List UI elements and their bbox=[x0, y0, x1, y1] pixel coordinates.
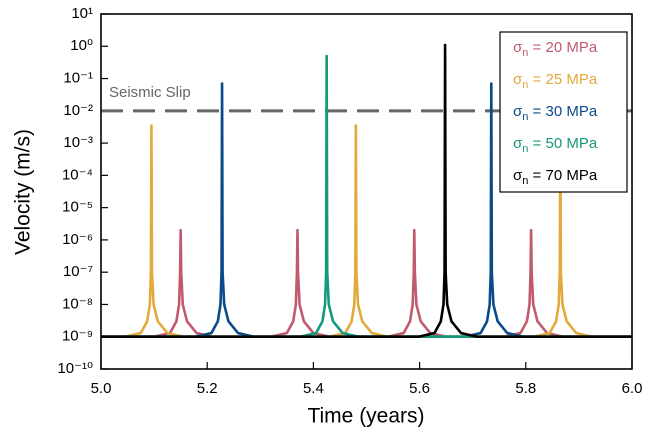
legend-entry: σn = 30 MPa bbox=[513, 103, 598, 123]
y-axis-title: Velocity (m/s) bbox=[12, 129, 35, 255]
x-axis-title: Time (years) bbox=[307, 405, 424, 428]
y-tick-label: 10⁰ bbox=[70, 37, 93, 54]
x-tick-label: 5.8 bbox=[515, 380, 536, 397]
legend-entry: σn = 70 MPa bbox=[513, 167, 598, 187]
series-line bbox=[101, 228, 632, 339]
legend-entry: σn = 25 MPa bbox=[513, 71, 598, 91]
x-tick-label: 5.6 bbox=[409, 380, 430, 397]
x-tick-label: 5.2 bbox=[197, 380, 218, 397]
x-tick-label: 5.4 bbox=[303, 380, 324, 397]
y-tick-label: 10⁻² bbox=[63, 102, 93, 119]
x-tick-label: 6.0 bbox=[622, 380, 643, 397]
legend-box bbox=[499, 31, 628, 193]
legend-entry: σn = 50 MPa bbox=[513, 135, 598, 155]
reference-label: Seismic Slip bbox=[109, 84, 191, 101]
legend-entry: σn = 20 MPa bbox=[513, 39, 598, 59]
y-tick-label: 10⁻⁵ bbox=[62, 199, 93, 216]
x-tick-label: 5.0 bbox=[91, 380, 112, 397]
y-tick-label: 10⁻¹⁰ bbox=[57, 360, 93, 377]
y-tick-label: 10⁻³ bbox=[63, 134, 93, 151]
plot-frame bbox=[100, 13, 633, 370]
y-tick-label: 10⁻⁸ bbox=[62, 295, 93, 312]
y-tick-label: 10⁻⁶ bbox=[62, 231, 93, 248]
y-tick-label: 10⁻⁹ bbox=[62, 328, 93, 345]
y-tick-label: 10⁻⁷ bbox=[63, 263, 93, 280]
y-tick-label: 10⁻¹ bbox=[63, 70, 93, 87]
y-tick-label: 10¹ bbox=[71, 5, 93, 22]
series-line bbox=[101, 54, 632, 339]
series-line bbox=[101, 43, 632, 339]
y-tick-label: 10⁻⁴ bbox=[62, 166, 93, 183]
